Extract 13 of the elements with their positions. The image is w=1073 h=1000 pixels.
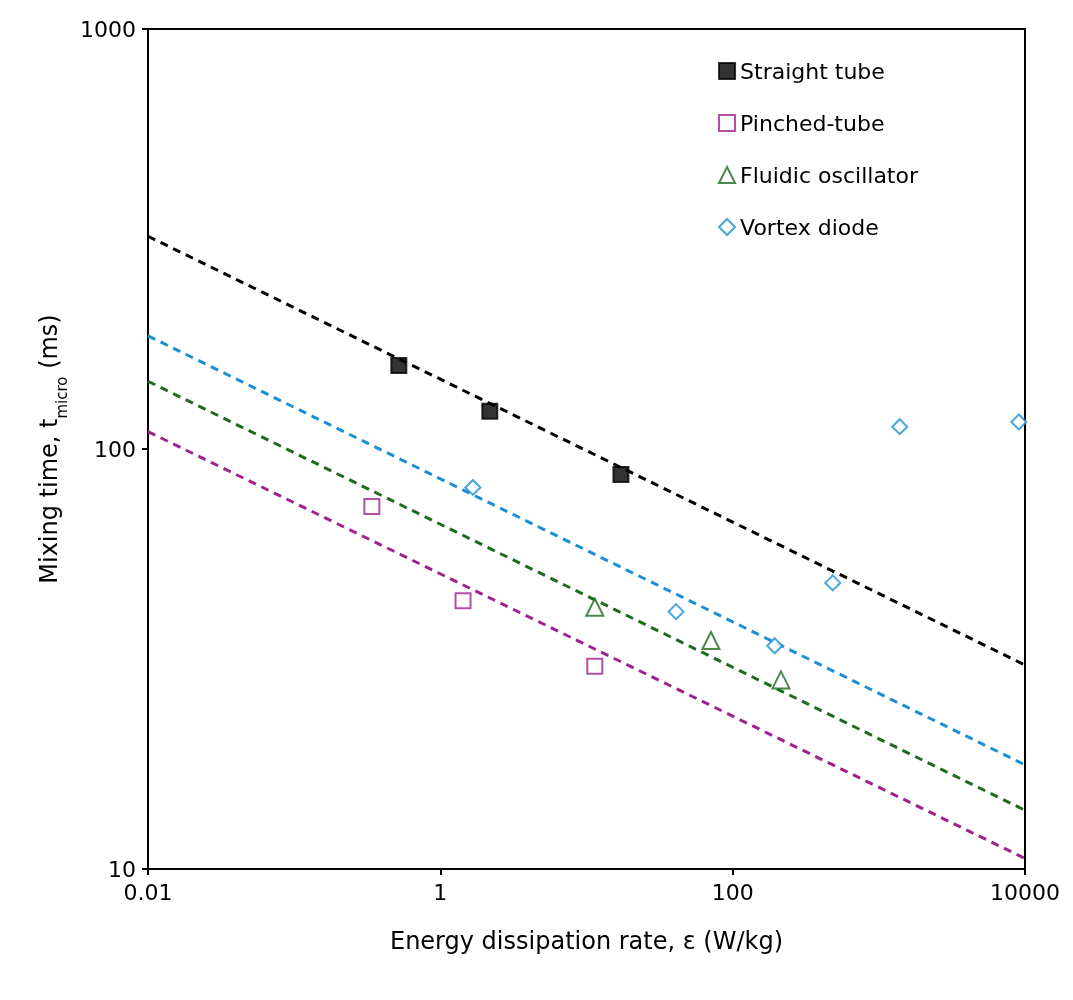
x-tick-label: 0.01: [123, 879, 173, 905]
x-tick-label: 1: [433, 879, 448, 905]
legend-label: Fluidic oscillator: [740, 162, 919, 188]
y-tick-label: 1000: [80, 16, 136, 42]
legend-label: Pinched-tube: [740, 110, 885, 136]
y-tick-label: 10: [108, 856, 136, 882]
x-axis-title: Energy dissipation rate, ε (W/kg): [389, 927, 784, 955]
y-tick-label: 100: [94, 436, 136, 462]
legend-label: Vortex diode: [740, 214, 879, 240]
y-axis-title: Mixing time, tmicro (ms): [35, 314, 71, 584]
legend-label: Straight tube: [740, 58, 885, 84]
x-tick-label: 100: [711, 879, 754, 905]
x-tick-label: 10000: [990, 879, 1060, 905]
